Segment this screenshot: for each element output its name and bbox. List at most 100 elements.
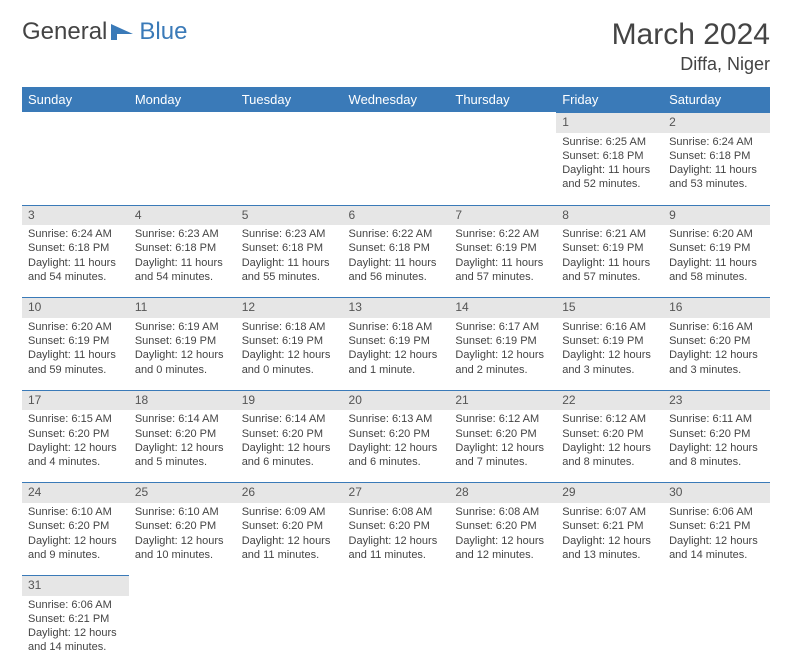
sunset-line: Sunset: 6:19 PM bbox=[28, 334, 123, 348]
daylight-line: Daylight: 12 hours and 6 minutes. bbox=[349, 441, 444, 470]
day-details: Sunrise: 6:06 AMSunset: 6:21 PMDaylight:… bbox=[22, 596, 129, 659]
day-number: 14 bbox=[449, 297, 556, 318]
day-cell: Sunrise: 6:19 AMSunset: 6:19 PMDaylight:… bbox=[129, 318, 236, 390]
content-row: Sunrise: 6:06 AMSunset: 6:21 PMDaylight:… bbox=[22, 596, 770, 668]
sunset-line: Sunset: 6:20 PM bbox=[242, 519, 337, 533]
sunrise-line: Sunrise: 6:20 AM bbox=[669, 227, 764, 241]
sunset-line: Sunset: 6:20 PM bbox=[669, 334, 764, 348]
title-block: March 2024 Diffa, Niger bbox=[612, 18, 770, 75]
day-cell: Sunrise: 6:16 AMSunset: 6:20 PMDaylight:… bbox=[663, 318, 770, 390]
day-cell: Sunrise: 6:14 AMSunset: 6:20 PMDaylight:… bbox=[129, 410, 236, 482]
sunrise-line: Sunrise: 6:20 AM bbox=[28, 320, 123, 334]
daylight-line: Daylight: 11 hours and 58 minutes. bbox=[669, 256, 764, 285]
sunset-line: Sunset: 6:20 PM bbox=[28, 519, 123, 533]
sunset-line: Sunset: 6:21 PM bbox=[669, 519, 764, 533]
day-details: Sunrise: 6:17 AMSunset: 6:19 PMDaylight:… bbox=[449, 318, 556, 381]
day-cell bbox=[556, 596, 663, 668]
daylight-line: Daylight: 11 hours and 53 minutes. bbox=[669, 163, 764, 192]
weekday-header: Tuesday bbox=[236, 87, 343, 112]
sunrise-line: Sunrise: 6:25 AM bbox=[562, 135, 657, 149]
day-number: 21 bbox=[449, 390, 556, 411]
sunrise-line: Sunrise: 6:23 AM bbox=[135, 227, 230, 241]
logo-flag-icon bbox=[111, 22, 137, 42]
daynum-row: 10111213141516 bbox=[22, 297, 770, 318]
day-details: Sunrise: 6:10 AMSunset: 6:20 PMDaylight:… bbox=[129, 503, 236, 566]
day-number: 29 bbox=[556, 482, 663, 503]
sunrise-line: Sunrise: 6:11 AM bbox=[669, 412, 764, 426]
day-cell: Sunrise: 6:20 AMSunset: 6:19 PMDaylight:… bbox=[663, 225, 770, 297]
day-number: 4 bbox=[129, 205, 236, 226]
day-number: 27 bbox=[343, 482, 450, 503]
day-number: 10 bbox=[22, 297, 129, 318]
sunset-line: Sunset: 6:20 PM bbox=[135, 519, 230, 533]
day-details: Sunrise: 6:18 AMSunset: 6:19 PMDaylight:… bbox=[343, 318, 450, 381]
day-number: 13 bbox=[343, 297, 450, 318]
daylight-line: Daylight: 12 hours and 13 minutes. bbox=[562, 534, 657, 563]
sunrise-line: Sunrise: 6:24 AM bbox=[28, 227, 123, 241]
sunrise-line: Sunrise: 6:17 AM bbox=[455, 320, 550, 334]
day-number: 26 bbox=[236, 482, 343, 503]
day-number: 18 bbox=[129, 390, 236, 411]
sunrise-line: Sunrise: 6:08 AM bbox=[349, 505, 444, 519]
day-number-empty bbox=[343, 112, 450, 116]
daylight-line: Daylight: 12 hours and 12 minutes. bbox=[455, 534, 550, 563]
daylight-line: Daylight: 12 hours and 3 minutes. bbox=[562, 348, 657, 377]
weekday-header: Saturday bbox=[663, 87, 770, 112]
day-details: Sunrise: 6:22 AMSunset: 6:18 PMDaylight:… bbox=[343, 225, 450, 288]
daylight-line: Daylight: 12 hours and 10 minutes. bbox=[135, 534, 230, 563]
day-cell: Sunrise: 6:25 AMSunset: 6:18 PMDaylight:… bbox=[556, 133, 663, 205]
daylight-line: Daylight: 12 hours and 3 minutes. bbox=[669, 348, 764, 377]
day-cell bbox=[449, 133, 556, 205]
sunrise-line: Sunrise: 6:22 AM bbox=[349, 227, 444, 241]
day-details: Sunrise: 6:11 AMSunset: 6:20 PMDaylight:… bbox=[663, 410, 770, 473]
day-cell bbox=[343, 596, 450, 668]
day-cell: Sunrise: 6:24 AMSunset: 6:18 PMDaylight:… bbox=[22, 225, 129, 297]
day-cell: Sunrise: 6:08 AMSunset: 6:20 PMDaylight:… bbox=[449, 503, 556, 575]
daynum-row: 24252627282930 bbox=[22, 482, 770, 503]
daylight-line: Daylight: 11 hours and 54 minutes. bbox=[28, 256, 123, 285]
day-details: Sunrise: 6:22 AMSunset: 6:19 PMDaylight:… bbox=[449, 225, 556, 288]
weekday-header: Sunday bbox=[22, 87, 129, 112]
daynum-row: 31 bbox=[22, 575, 770, 596]
content-row: Sunrise: 6:15 AMSunset: 6:20 PMDaylight:… bbox=[22, 410, 770, 482]
sunset-line: Sunset: 6:18 PM bbox=[562, 149, 657, 163]
sunset-line: Sunset: 6:20 PM bbox=[242, 427, 337, 441]
sunset-line: Sunset: 6:19 PM bbox=[562, 334, 657, 348]
sunset-line: Sunset: 6:20 PM bbox=[28, 427, 123, 441]
daylight-line: Daylight: 12 hours and 8 minutes. bbox=[669, 441, 764, 470]
day-details: Sunrise: 6:23 AMSunset: 6:18 PMDaylight:… bbox=[129, 225, 236, 288]
day-number: 16 bbox=[663, 297, 770, 318]
day-cell: Sunrise: 6:18 AMSunset: 6:19 PMDaylight:… bbox=[343, 318, 450, 390]
day-cell: Sunrise: 6:06 AMSunset: 6:21 PMDaylight:… bbox=[663, 503, 770, 575]
sunrise-line: Sunrise: 6:14 AM bbox=[242, 412, 337, 426]
daylight-line: Daylight: 11 hours and 54 minutes. bbox=[135, 256, 230, 285]
day-cell bbox=[449, 596, 556, 668]
day-cell: Sunrise: 6:12 AMSunset: 6:20 PMDaylight:… bbox=[449, 410, 556, 482]
sunset-line: Sunset: 6:21 PM bbox=[562, 519, 657, 533]
page-header: General Blue March 2024 Diffa, Niger bbox=[22, 18, 770, 75]
weekday-header: Wednesday bbox=[343, 87, 450, 112]
sunset-line: Sunset: 6:19 PM bbox=[669, 241, 764, 255]
daylight-line: Daylight: 11 hours and 56 minutes. bbox=[349, 256, 444, 285]
day-details: Sunrise: 6:19 AMSunset: 6:19 PMDaylight:… bbox=[129, 318, 236, 381]
content-row: Sunrise: 6:20 AMSunset: 6:19 PMDaylight:… bbox=[22, 318, 770, 390]
logo-text-2: Blue bbox=[139, 18, 187, 46]
sunset-line: Sunset: 6:20 PM bbox=[562, 427, 657, 441]
day-cell: Sunrise: 6:23 AMSunset: 6:18 PMDaylight:… bbox=[236, 225, 343, 297]
day-number: 8 bbox=[556, 205, 663, 226]
logo-text-1: General bbox=[22, 18, 107, 46]
day-details: Sunrise: 6:15 AMSunset: 6:20 PMDaylight:… bbox=[22, 410, 129, 473]
day-cell: Sunrise: 6:24 AMSunset: 6:18 PMDaylight:… bbox=[663, 133, 770, 205]
day-cell: Sunrise: 6:16 AMSunset: 6:19 PMDaylight:… bbox=[556, 318, 663, 390]
sunrise-line: Sunrise: 6:13 AM bbox=[349, 412, 444, 426]
day-number: 24 bbox=[22, 482, 129, 503]
day-cell: Sunrise: 6:18 AMSunset: 6:19 PMDaylight:… bbox=[236, 318, 343, 390]
daylight-line: Daylight: 12 hours and 6 minutes. bbox=[242, 441, 337, 470]
content-row: Sunrise: 6:24 AMSunset: 6:18 PMDaylight:… bbox=[22, 225, 770, 297]
day-details: Sunrise: 6:20 AMSunset: 6:19 PMDaylight:… bbox=[663, 225, 770, 288]
day-number-empty bbox=[663, 575, 770, 579]
daynum-row: 12 bbox=[22, 112, 770, 133]
day-number: 20 bbox=[343, 390, 450, 411]
sunrise-line: Sunrise: 6:18 AM bbox=[349, 320, 444, 334]
content-row: Sunrise: 6:25 AMSunset: 6:18 PM Daylight:… bbox=[22, 133, 770, 205]
